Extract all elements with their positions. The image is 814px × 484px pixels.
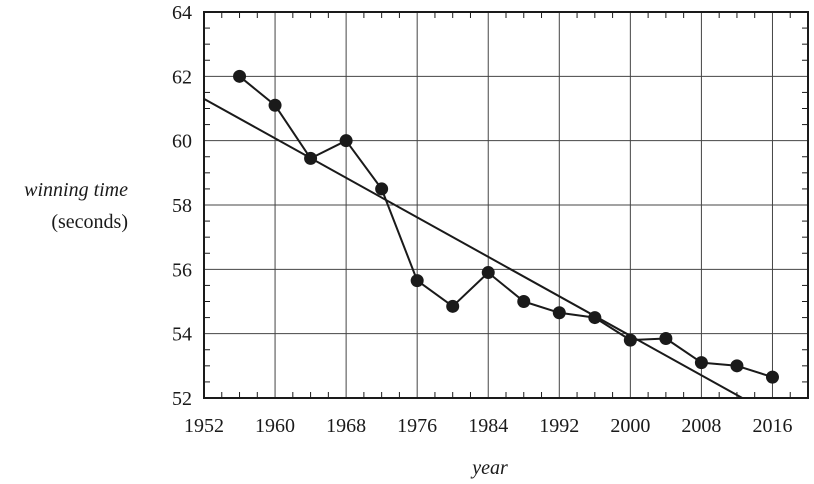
x-axis-title: year bbox=[470, 457, 508, 479]
x-tick-label: 1976 bbox=[397, 415, 437, 437]
y-tick-label: 56 bbox=[172, 259, 192, 281]
data-point bbox=[623, 333, 637, 347]
data-point bbox=[268, 98, 282, 112]
x-tick-label: 1984 bbox=[468, 415, 508, 437]
y-tick-label: 58 bbox=[172, 195, 192, 217]
y-tick-label: 52 bbox=[172, 388, 192, 410]
data-points bbox=[233, 69, 779, 384]
data-point bbox=[765, 370, 779, 384]
data-point bbox=[517, 295, 531, 308]
plot-area-frame bbox=[203, 11, 809, 399]
data-point bbox=[588, 311, 602, 325]
y-tick-label: 62 bbox=[172, 66, 192, 88]
grid-lines bbox=[203, 11, 808, 399]
x-tick-label: 2008 bbox=[681, 415, 721, 437]
data-point bbox=[304, 151, 318, 165]
data-point bbox=[659, 331, 673, 345]
data-point bbox=[375, 182, 389, 196]
data-point bbox=[410, 274, 424, 288]
x-tick-labels: 1952 1960 1968 1976 1984 1992 2000 2008 2016 bbox=[184, 415, 792, 437]
x-tick-label: 2016 bbox=[752, 415, 792, 437]
y-axis-title-line2: (seconds) bbox=[51, 211, 128, 233]
data-point bbox=[730, 359, 744, 373]
y-tick-label: 60 bbox=[172, 131, 192, 153]
data-point bbox=[694, 356, 708, 370]
data-point bbox=[552, 306, 566, 320]
data-point bbox=[446, 299, 460, 313]
x-tick-label: 1952 bbox=[184, 415, 224, 437]
trend-line bbox=[203, 97, 743, 399]
y-tick-label: 54 bbox=[172, 324, 192, 346]
data-point bbox=[233, 69, 247, 83]
x-tick-label: 1960 bbox=[255, 415, 295, 437]
y-tick-labels: 52 54 56 58 60 62 64 bbox=[172, 2, 192, 410]
x-tick-label: 2000 bbox=[610, 415, 650, 437]
x-tick-label: 1992 bbox=[539, 415, 579, 437]
data-point bbox=[339, 134, 353, 148]
x-tick-label: 1968 bbox=[326, 415, 366, 437]
series-line bbox=[238, 75, 773, 379]
data-point bbox=[481, 266, 495, 280]
y-axis-title-line1: winning time bbox=[24, 179, 128, 201]
y-tick-label: 64 bbox=[172, 2, 192, 24]
